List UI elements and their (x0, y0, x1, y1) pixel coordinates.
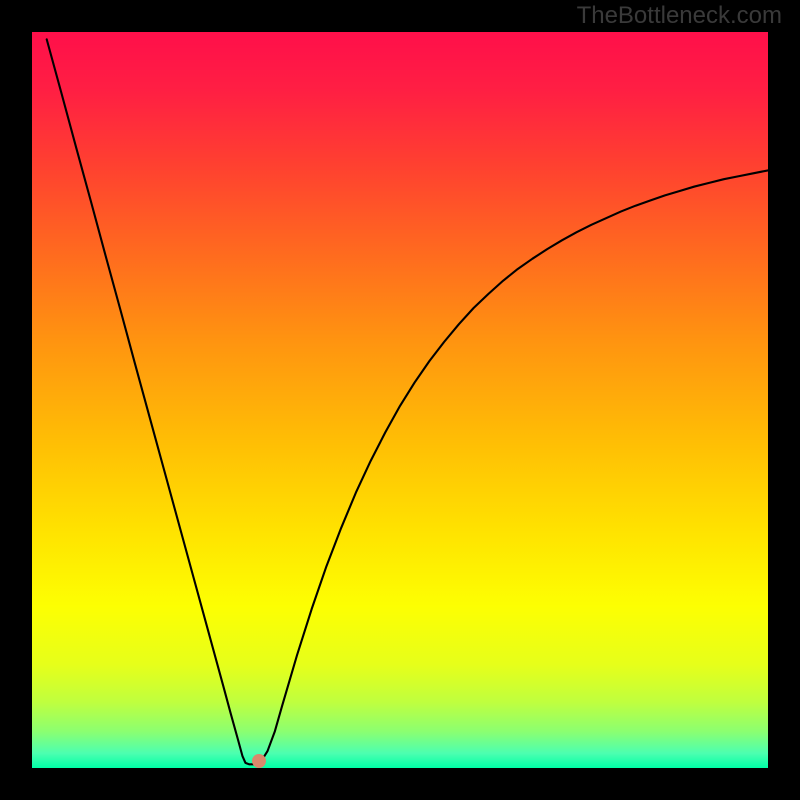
optimum-marker (252, 754, 266, 768)
heat-gradient-background (32, 32, 768, 768)
watermark-text: TheBottleneck.com (577, 2, 782, 30)
plot-area (32, 32, 768, 768)
